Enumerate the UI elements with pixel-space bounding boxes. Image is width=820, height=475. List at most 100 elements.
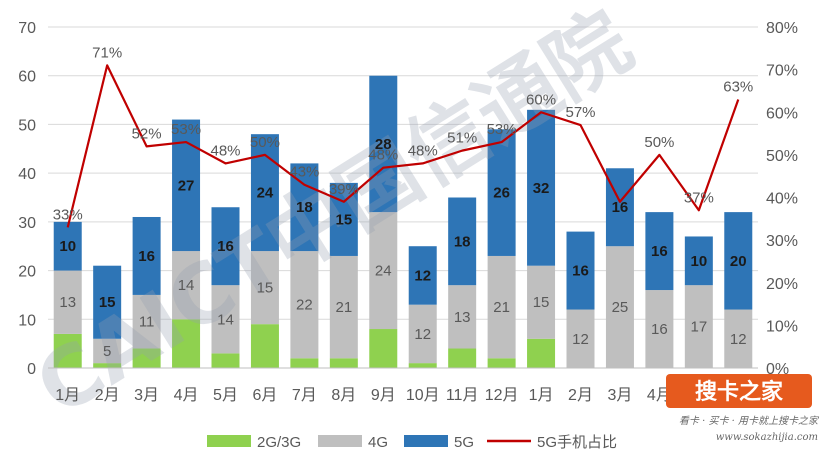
bar-4g xyxy=(408,304,437,364)
bar-4g xyxy=(290,251,319,359)
bar-4g xyxy=(527,265,556,339)
label-5g: 28 xyxy=(375,136,392,153)
label-5g: 18 xyxy=(454,233,471,250)
label-5g: 16 xyxy=(138,248,155,265)
legend-label: 5G手机占比 xyxy=(537,434,617,451)
line-series xyxy=(66,64,740,228)
bar-5g xyxy=(645,212,674,291)
bar-4g xyxy=(93,338,122,364)
label-4g: 14 xyxy=(178,277,195,294)
x-tick-label: 11月 xyxy=(446,387,479,404)
bar-2g3g xyxy=(53,333,82,368)
bar-5g xyxy=(93,265,122,339)
axes: 0 10 20 30 40 50 60 70 0% 10% 20% 30% 40% 50% 60% 70% 80… xyxy=(18,20,798,404)
label-4g: 13 xyxy=(454,309,471,326)
bar-2g3g xyxy=(250,324,279,368)
bar-5g xyxy=(369,75,398,213)
y2-tick-label: 40% xyxy=(766,191,798,208)
bar-4g xyxy=(684,285,713,368)
y2-tick-label: 10% xyxy=(766,318,798,335)
label-4g: 22 xyxy=(296,297,313,314)
legend-label: 5G xyxy=(454,434,474,451)
label-5g: 27 xyxy=(178,177,195,194)
x-tick-label: 7月 xyxy=(292,387,317,404)
bar-4g xyxy=(369,212,398,330)
bar-4g xyxy=(211,285,240,354)
label-5g: 16 xyxy=(217,238,234,255)
label-5g-share: 48% xyxy=(210,142,240,159)
bar-2g3g xyxy=(132,348,161,368)
bar-2g3g xyxy=(172,319,201,368)
label-4g: 21 xyxy=(493,299,510,316)
y-tick-label: 70 xyxy=(18,20,36,37)
label-4g: 12 xyxy=(730,331,747,348)
y2-tick-label: 80% xyxy=(766,20,798,37)
legend-swatch xyxy=(318,435,362,447)
y2-tick-label: 0% xyxy=(766,361,789,378)
label-5g-share: 48% xyxy=(408,142,438,159)
label-4g: 21 xyxy=(335,299,352,316)
label-5g: 24 xyxy=(257,185,274,202)
y2-tick-label: 20% xyxy=(766,276,798,293)
bar-5g xyxy=(487,129,516,256)
y-tick-label: 60 xyxy=(18,69,36,86)
label-4g: 17 xyxy=(690,319,707,336)
y2-tick-label: 70% xyxy=(766,63,798,80)
bar-5g xyxy=(132,216,161,295)
label-5g: 32 xyxy=(533,180,550,197)
bar-4g xyxy=(132,294,161,349)
bar-4g xyxy=(605,246,634,368)
data-labels: 13 10 33% 5 15 71% 11 16 52% 14 27 53% 14 16 48% 15 24 50… xyxy=(53,44,754,360)
legend-label: 2G/3G xyxy=(257,434,301,451)
label-5g-share: 60% xyxy=(526,91,556,108)
label-5g: 16 xyxy=(572,263,589,280)
label-5g-share: 43% xyxy=(289,164,319,181)
bar-4g xyxy=(724,309,753,368)
bar-4g xyxy=(172,251,201,320)
x-tick-label: 4月 xyxy=(647,387,672,404)
label-5g-share: 52% xyxy=(132,125,162,142)
label-5g-share: 50% xyxy=(644,134,674,151)
bar-5g xyxy=(408,246,437,305)
legend-swatch xyxy=(207,435,251,447)
label-4g: 15 xyxy=(533,294,550,311)
brand-watermark: 搜卡之家 看卡 · 买卡 · 用卡就上搜卡之家 www.sokazhijia.c… xyxy=(666,374,820,443)
bar-2g3g xyxy=(211,353,240,368)
label-5g: 26 xyxy=(493,185,510,202)
bar-2g3g xyxy=(408,363,437,368)
bar-4g xyxy=(448,285,477,349)
label-4g: 13 xyxy=(59,294,76,311)
x-tick-label: 4月 xyxy=(174,387,199,404)
y-tick-label: 30 xyxy=(18,215,36,232)
line-5g-share xyxy=(66,64,740,228)
x-tick-label: 12月 xyxy=(485,387,519,404)
x-tick-label: 8月 xyxy=(331,387,356,404)
bar-5g xyxy=(724,212,753,310)
label-5g: 15 xyxy=(99,294,116,311)
label-5g: 16 xyxy=(651,243,668,260)
label-5g-share: 53% xyxy=(171,121,201,138)
y2-tick-label: 30% xyxy=(766,233,798,250)
label-5g: 10 xyxy=(59,238,76,255)
label-5g: 12 xyxy=(414,267,431,284)
brand-tagline: 看卡 · 买卡 · 用卡就上搜卡之家 xyxy=(679,415,820,427)
legend-label: 4G xyxy=(368,434,388,451)
bar-2g3g xyxy=(487,358,516,368)
label-5g-share: 71% xyxy=(92,44,122,61)
bar-2g3g xyxy=(290,358,319,368)
bar-4g xyxy=(53,270,82,334)
bar-5g xyxy=(566,231,595,310)
x-tick-label: 3月 xyxy=(607,387,632,404)
label-4g: 12 xyxy=(572,331,589,348)
y-tick-label: 0 xyxy=(27,361,36,378)
y-tick-label: 10 xyxy=(18,312,36,329)
bar-5g xyxy=(53,221,82,271)
bar-5g xyxy=(684,236,713,286)
label-5g-share: 53% xyxy=(487,121,517,138)
label-5g-share: 37% xyxy=(684,189,714,206)
label-4g: 24 xyxy=(375,263,392,280)
gridlines xyxy=(48,26,758,369)
brand-name: 搜卡之家 xyxy=(695,379,784,405)
x-tick-label: 2月 xyxy=(568,387,593,404)
